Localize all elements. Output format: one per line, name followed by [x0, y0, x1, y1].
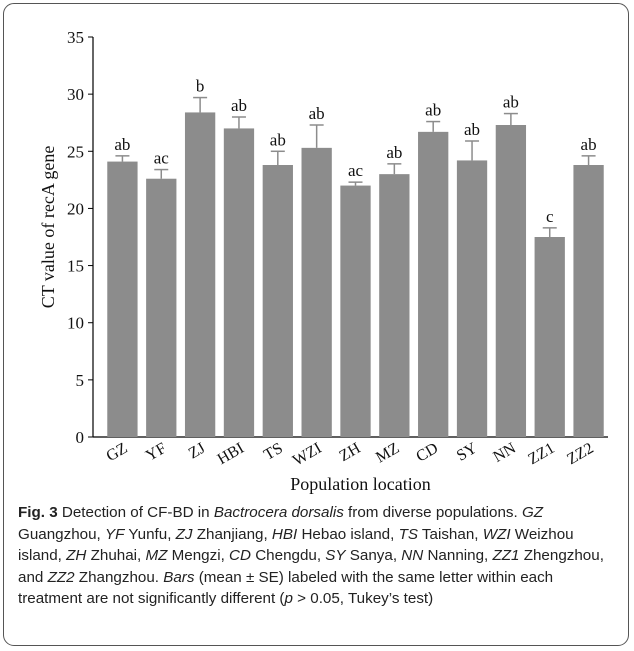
y-tick-label: 5 — [76, 371, 85, 390]
caption-bars-text: (mean ± SE) labeled with the same letter… — [18, 568, 554, 608]
abbrev-name: Yunfu, — [124, 525, 176, 543]
significance-letter: b — [196, 77, 205, 96]
x-tick-label: ZH — [337, 440, 364, 466]
caption-title-pre: Detection of CF-BD in — [57, 504, 214, 521]
x-tick-label: ZJ — [186, 440, 208, 463]
x-tick-label: MZ — [373, 440, 402, 467]
bar — [456, 160, 488, 437]
figure-label: Fig. 3 — [18, 504, 58, 521]
abbrev-code: NN — [401, 547, 424, 565]
x-tick-label: ZZ2 — [564, 440, 596, 468]
y-tick-label: 15 — [67, 257, 84, 276]
x-tick-label: CD — [413, 440, 441, 466]
bar — [495, 125, 527, 437]
abbrev-code: YF — [104, 525, 125, 543]
abbrev-name: Mengzi, — [167, 547, 230, 565]
significance-letter: ab — [114, 135, 130, 154]
caption-bars-word: Bars — [163, 568, 195, 586]
abbrev-name: Chengdu, — [250, 547, 326, 565]
y-tick-label: 35 — [67, 28, 84, 47]
abbrev-name: Hebao island, — [297, 525, 399, 543]
abbrev-code: WZI — [482, 525, 511, 543]
abbrev-code: TS — [398, 525, 418, 543]
significance-letter: ab — [425, 101, 441, 120]
y-tick-label: 20 — [67, 199, 84, 218]
significance-letter: ab — [581, 135, 597, 154]
bar — [262, 165, 293, 437]
abbrev-name: Nanning, — [423, 547, 493, 565]
abbrev-code: MZ — [145, 547, 168, 565]
bar — [573, 165, 604, 437]
x-tick-label: HBI — [215, 440, 247, 469]
x-tick-label: ZZ1 — [525, 440, 557, 468]
bar-chart: 0 5 10 15 20 25 30 35 CT value of recA gene ab GZ a… — [38, 28, 608, 494]
x-tick-label: TS — [261, 440, 286, 464]
significance-letter: ab — [503, 93, 519, 112]
abbrev-code: CD — [229, 547, 251, 565]
caption-p-word: p — [284, 590, 293, 608]
caption-title-post: from diverse populations. — [343, 504, 518, 521]
x-tick-label: GZ — [103, 440, 130, 465]
x-tick-label: WZI — [290, 440, 325, 470]
abbrev-code: GZ — [521, 504, 544, 521]
significance-letter: c — [546, 207, 554, 226]
bar — [379, 174, 410, 437]
y-tick-label: 30 — [67, 85, 84, 104]
y-tick-label: 0 — [76, 428, 85, 447]
x-tick-label: SY — [454, 440, 481, 465]
bar — [146, 178, 177, 437]
significance-letter: ab — [270, 130, 286, 149]
bar — [418, 131, 449, 437]
x-tick-label: YF — [143, 440, 169, 465]
bar — [301, 147, 332, 437]
abbrev-code: ZJ — [175, 525, 193, 543]
significance-letter: ac — [348, 161, 364, 180]
significance-letter: ab — [231, 96, 247, 115]
abbrev-name: Sanya, — [345, 547, 402, 565]
abbrev-name: Zhuhai, — [86, 547, 146, 565]
caption-species: Bactrocera dorsalis — [213, 504, 344, 521]
abbrev-code: HBI — [271, 525, 298, 543]
abbrev-name: Weizhou island, — [18, 525, 574, 565]
abbrev-name: Guangzhou, — [18, 525, 105, 543]
bar — [223, 128, 255, 437]
y-axis-title: CT value of recA gene — [38, 146, 58, 309]
abbrev-name: Taishan, — [417, 525, 483, 543]
abbrev-name: Zhanjiang, — [192, 525, 272, 543]
significance-letter: ab — [464, 120, 480, 139]
x-axis-title: Population location — [290, 474, 430, 494]
abbrev-code: SY — [325, 547, 346, 565]
abbrev-code: ZH — [66, 547, 87, 565]
y-tick-label: 10 — [67, 314, 84, 333]
caption-p-text: > 0.05, Tukey’s test) — [292, 590, 434, 608]
abbrev-code: ZZ2 — [47, 568, 75, 586]
significance-letter: ab — [309, 104, 325, 123]
abbrev-name: Zhangzhou. — [74, 568, 164, 586]
abbrev-name: Zhengzhou, and — [18, 547, 604, 586]
bar — [184, 112, 216, 437]
abbrev-code: ZZ1 — [492, 547, 520, 565]
figure-caption: Fig. 3 Detection of CF-BD in Bactrocera … — [18, 502, 618, 610]
significance-letter: ab — [386, 143, 402, 162]
bar — [340, 185, 371, 437]
significance-letter: ac — [154, 149, 170, 168]
x-tick-label: NN — [490, 440, 519, 466]
y-tick-label: 25 — [67, 142, 84, 161]
abbreviation-list: GZ Guangzhou, YF Yunfu, ZJ Zhanjiang, HB… — [18, 504, 604, 586]
bar — [107, 161, 138, 438]
bar — [534, 237, 565, 437]
